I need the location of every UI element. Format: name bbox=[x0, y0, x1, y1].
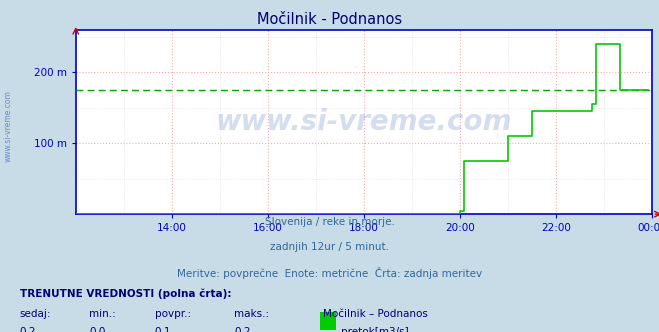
Text: www.si-vreme.com: www.si-vreme.com bbox=[3, 90, 13, 162]
Text: Slovenija / reke in morje.: Slovenija / reke in morje. bbox=[264, 217, 395, 227]
Text: pretok[m3/s]: pretok[m3/s] bbox=[341, 327, 409, 332]
Text: min.:: min.: bbox=[89, 309, 116, 319]
Text: Meritve: povprečne  Enote: metrične  Črta: zadnja meritev: Meritve: povprečne Enote: metrične Črta:… bbox=[177, 267, 482, 279]
Text: zadnjih 12ur / 5 minut.: zadnjih 12ur / 5 minut. bbox=[270, 242, 389, 252]
Text: 0,2: 0,2 bbox=[234, 327, 250, 332]
Text: sedaj:: sedaj: bbox=[20, 309, 51, 319]
Text: 0,1: 0,1 bbox=[155, 327, 171, 332]
Text: Močilnik - Podnanos: Močilnik - Podnanos bbox=[257, 12, 402, 27]
Text: 0,2: 0,2 bbox=[20, 327, 36, 332]
Text: TRENUTNE VREDNOSTI (polna črta):: TRENUTNE VREDNOSTI (polna črta): bbox=[20, 289, 231, 299]
Text: povpr.:: povpr.: bbox=[155, 309, 191, 319]
Text: 0,0: 0,0 bbox=[89, 327, 105, 332]
Text: maks.:: maks.: bbox=[234, 309, 269, 319]
Text: Močilnik – Podnanos: Močilnik – Podnanos bbox=[323, 309, 428, 319]
Text: www.si-vreme.com: www.si-vreme.com bbox=[216, 108, 512, 136]
